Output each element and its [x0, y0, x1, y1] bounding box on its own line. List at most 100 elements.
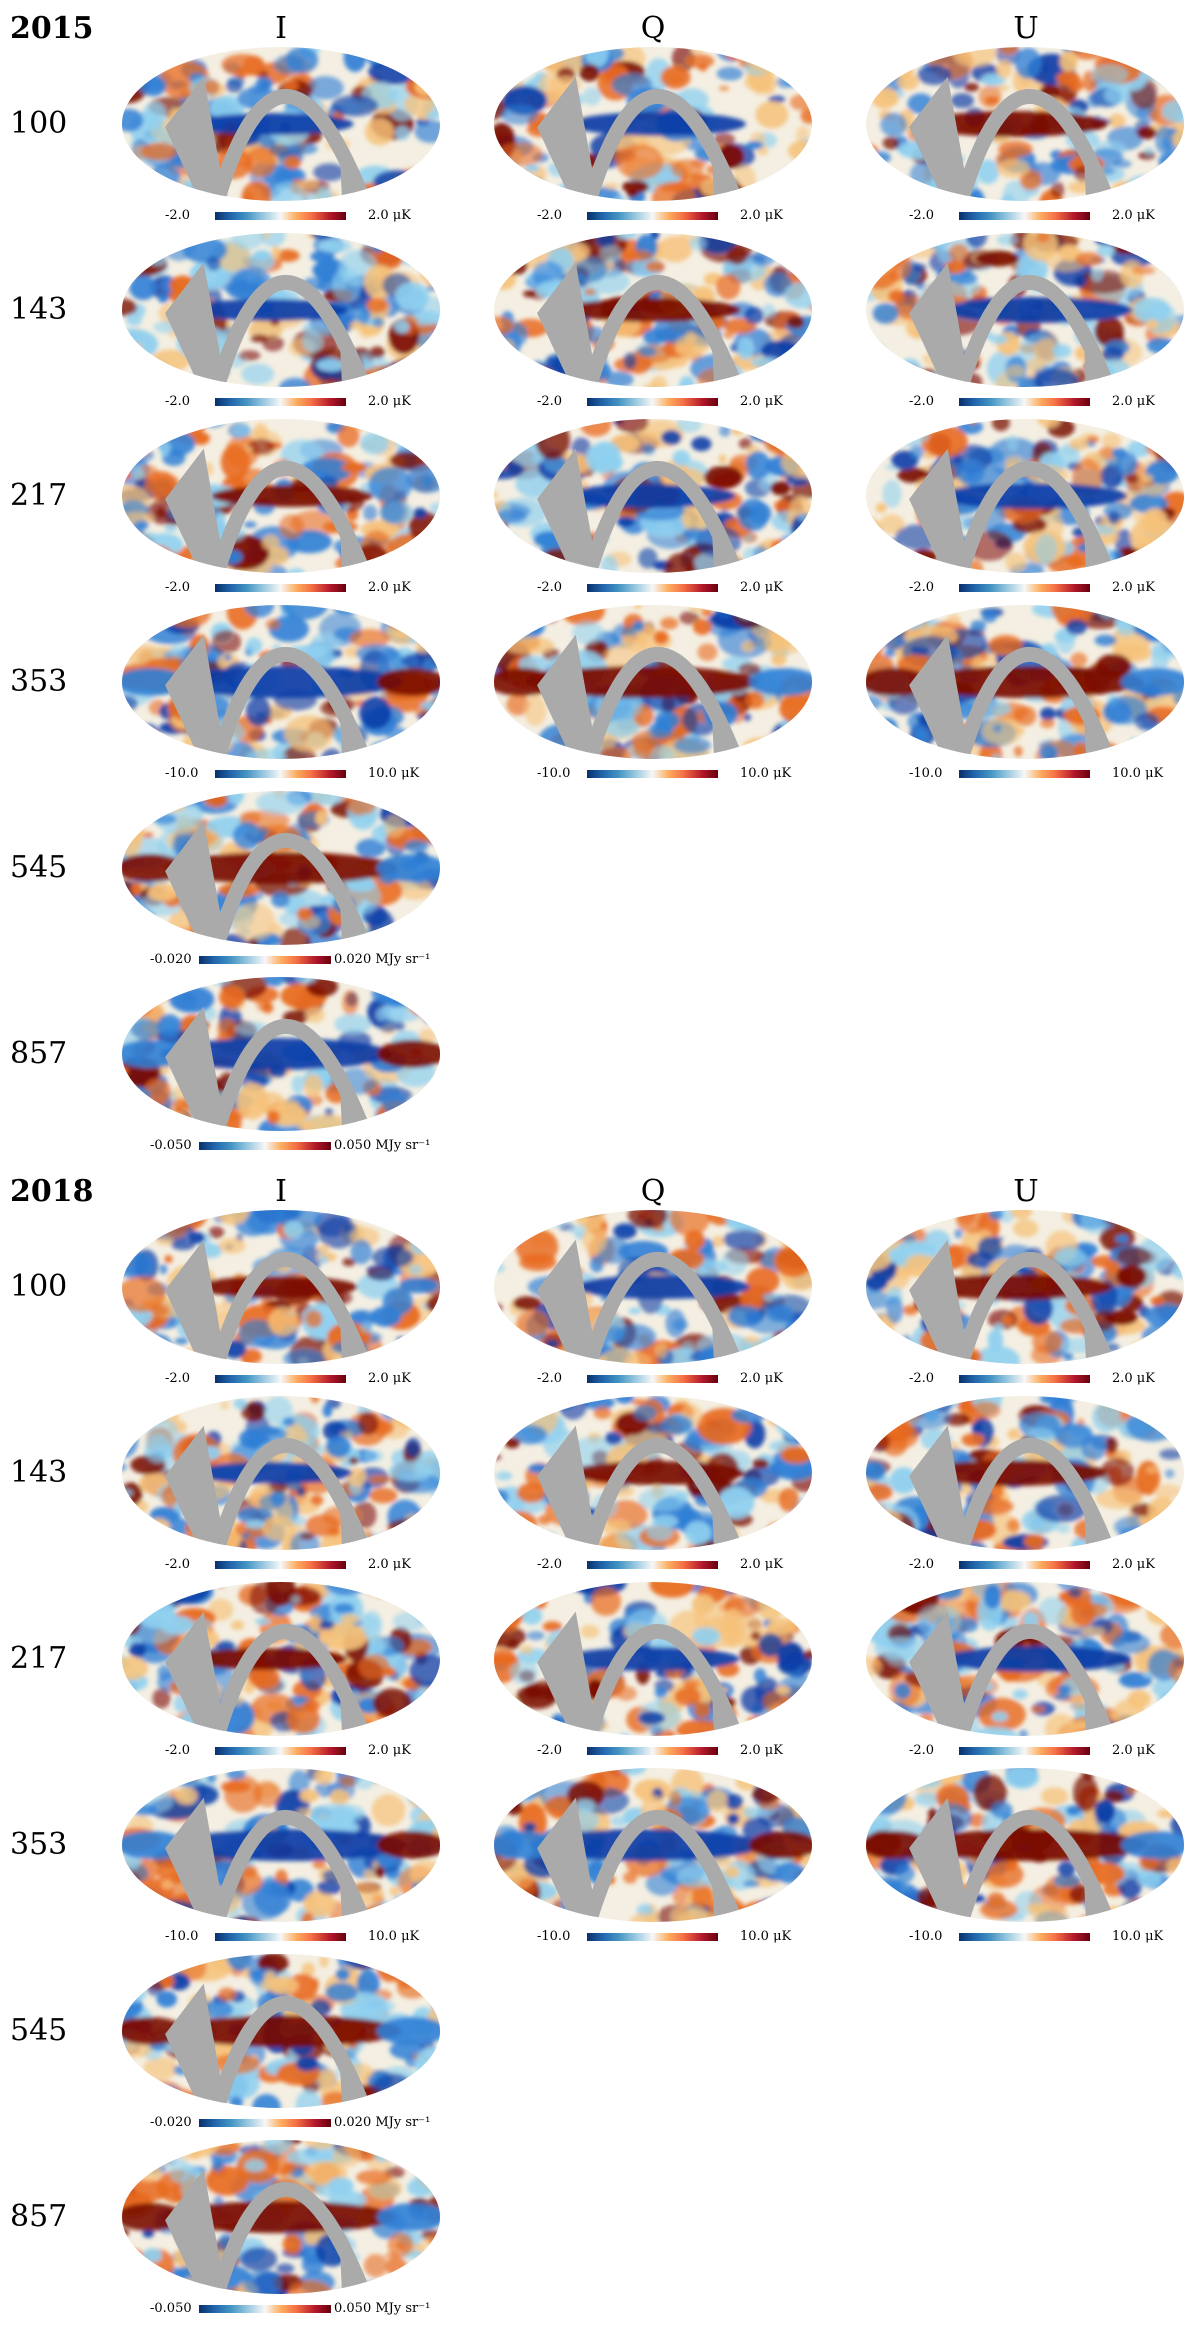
frequency-label: 217 — [10, 478, 68, 513]
colorbar-min-label: -2.0 — [909, 580, 935, 595]
colorbar-max-label: 10.0 μK — [368, 766, 420, 781]
sky-map-100-u — [864, 1208, 1186, 1366]
colorbar-max-label: 2.0 μK — [368, 1371, 411, 1386]
column-header-u: U — [1013, 1174, 1039, 1209]
colorbar: -2.0 2.0 μK — [120, 395, 442, 409]
frequency-label: 857 — [10, 1036, 68, 1071]
colorbar-min-label: -2.0 — [165, 580, 191, 595]
colorbar-max-label: 2.0 μK — [1112, 1371, 1155, 1386]
colorbar-max-label: 2.0 μK — [740, 1557, 783, 1572]
colorbar-gradient — [587, 1747, 718, 1755]
colorbar-gradient — [587, 770, 718, 778]
colorbar-gradient — [587, 398, 718, 406]
colorbar-min-label: -0.020 — [150, 952, 192, 967]
sky-map-353-q — [492, 603, 814, 761]
colorbar-max-label: 2.0 μK — [1112, 580, 1155, 595]
colorbar-gradient — [215, 1747, 346, 1755]
sky-map-100-i — [120, 1208, 442, 1366]
colorbar: -10.0 10.0 μK — [864, 767, 1186, 781]
colorbar-min-label: -0.020 — [150, 2115, 192, 2130]
sky-map-545-i — [120, 789, 442, 947]
colorbar-max-label: 2.0 μK — [740, 580, 783, 595]
colorbar-gradient — [959, 1933, 1090, 1941]
sky-map-143-u — [864, 1394, 1186, 1552]
colorbar-gradient — [215, 212, 346, 220]
colorbar-max-label: 10.0 μK — [1112, 1929, 1164, 1944]
colorbar: -0.050 0.050 MJy sr⁻¹ — [120, 2302, 442, 2316]
colorbar-max-label: 0.050 MJy sr⁻¹ — [334, 2301, 431, 2316]
colorbar-max-label: 2.0 μK — [1112, 208, 1155, 223]
colorbar-max-label: 2.0 μK — [740, 394, 783, 409]
frequency-label: 857 — [10, 2199, 68, 2234]
colorbar-min-label: -2.0 — [537, 394, 563, 409]
colorbar-max-label: 2.0 μK — [368, 208, 411, 223]
colorbar-min-label: -2.0 — [165, 208, 191, 223]
colorbar-min-label: -2.0 — [537, 1371, 563, 1386]
sky-map-217-i — [120, 417, 442, 575]
colorbar-min-label: -2.0 — [909, 1743, 935, 1758]
colorbar-min-label: -2.0 — [537, 1557, 563, 1572]
column-header-q: Q — [640, 1174, 666, 1209]
colorbar-gradient — [199, 2119, 331, 2127]
colorbar-min-label: -2.0 — [909, 208, 935, 223]
colorbar-min-label: -2.0 — [165, 1557, 191, 1572]
colorbar-gradient — [959, 1375, 1090, 1383]
sky-map-857-i — [120, 2138, 442, 2296]
colorbar-min-label: -10.0 — [537, 766, 571, 781]
sky-map-353-u — [864, 603, 1186, 761]
sky-map-217-q — [492, 1580, 814, 1738]
colorbar-gradient — [959, 212, 1090, 220]
colorbar: -10.0 10.0 μK — [120, 1930, 442, 1944]
sky-map-353-q — [492, 1766, 814, 1924]
colorbar-gradient — [587, 212, 718, 220]
colorbar-min-label: -2.0 — [909, 1371, 935, 1386]
colorbar-min-label: -2.0 — [165, 394, 191, 409]
column-header-i: I — [275, 11, 287, 46]
sky-map-217-q — [492, 417, 814, 575]
sky-map-143-q — [492, 1394, 814, 1552]
colorbar-min-label: -2.0 — [909, 394, 935, 409]
sky-map-100-q — [492, 45, 814, 203]
sky-map-217-u — [864, 417, 1186, 575]
colorbar-min-label: -10.0 — [165, 766, 199, 781]
year-label: 2018 — [10, 1174, 94, 1209]
colorbar-min-label: -2.0 — [165, 1743, 191, 1758]
sky-map-143-i — [120, 231, 442, 389]
colorbar-min-label: -10.0 — [909, 1929, 943, 1944]
colorbar-gradient — [199, 2305, 331, 2313]
frequency-label: 143 — [10, 292, 68, 327]
colorbar-max-label: 0.020 MJy sr⁻¹ — [334, 952, 431, 967]
sky-map-545-i — [120, 1952, 442, 2110]
year-label: 2015 — [10, 11, 94, 46]
frequency-label: 353 — [10, 1827, 68, 1862]
colorbar: -0.020 0.020 MJy sr⁻¹ — [120, 2116, 442, 2130]
colorbar-max-label: 2.0 μK — [740, 1371, 783, 1386]
colorbar-max-label: 2.0 μK — [1112, 1743, 1155, 1758]
colorbar: -2.0 2.0 μK — [120, 1372, 442, 1386]
colorbar: -2.0 2.0 μK — [120, 1744, 442, 1758]
colorbar-min-label: -2.0 — [537, 1743, 563, 1758]
colorbar-min-label: -10.0 — [537, 1929, 571, 1944]
column-header-i: I — [275, 1174, 287, 1209]
frequency-label: 217 — [10, 1641, 68, 1676]
frequency-label: 143 — [10, 1455, 68, 1490]
colorbar-gradient — [215, 398, 346, 406]
column-header-u: U — [1013, 11, 1039, 46]
colorbar-max-label: 10.0 μK — [740, 1929, 792, 1944]
colorbar-max-label: 2.0 μK — [1112, 394, 1155, 409]
colorbar: -10.0 10.0 μK — [864, 1930, 1186, 1944]
colorbar: -2.0 2.0 μK — [492, 581, 814, 595]
frequency-label: 545 — [10, 2013, 68, 2048]
sky-map-143-u — [864, 231, 1186, 389]
colorbar-gradient — [215, 1933, 346, 1941]
colorbar: -2.0 2.0 μK — [492, 209, 814, 223]
colorbar: -2.0 2.0 μK — [492, 395, 814, 409]
colorbar-gradient — [959, 1747, 1090, 1755]
colorbar: -10.0 10.0 μK — [492, 767, 814, 781]
colorbar: -10.0 10.0 μK — [120, 767, 442, 781]
colorbar: -2.0 2.0 μK — [864, 395, 1186, 409]
frequency-label: 353 — [10, 664, 68, 699]
colorbar: -2.0 2.0 μK — [120, 209, 442, 223]
colorbar-max-label: 2.0 μK — [368, 394, 411, 409]
colorbar: -2.0 2.0 μK — [864, 1558, 1186, 1572]
